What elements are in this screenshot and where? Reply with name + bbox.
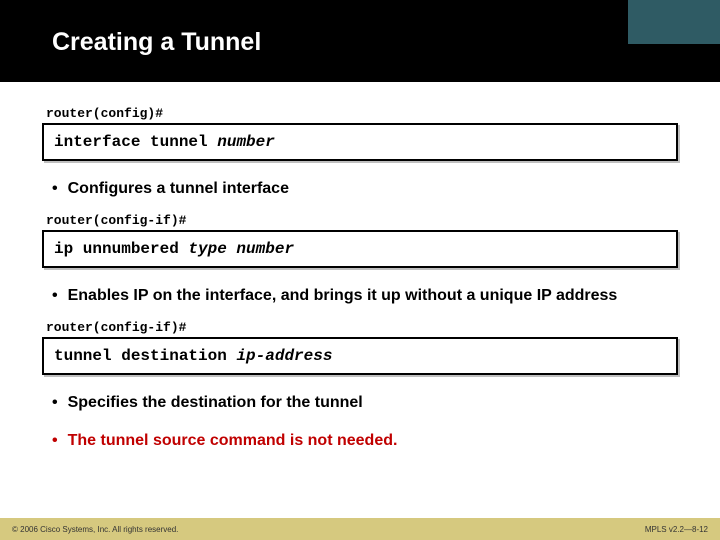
slide-content: router(config)# interface tunnel number … xyxy=(0,82,720,451)
header-accent xyxy=(628,0,720,44)
bullet-text: The tunnel source command is not needed. xyxy=(68,431,398,451)
bullet-item: • Enables IP on the interface, and bring… xyxy=(52,286,678,306)
command-text: ip unnumbered xyxy=(54,240,188,258)
bullet-text: Specifies the destination for the tunnel xyxy=(68,393,363,413)
cli-prompt: router(config)# xyxy=(42,106,678,121)
bullet-dot: • xyxy=(52,179,58,199)
bullet-item: • Configures a tunnel interface xyxy=(52,179,678,199)
footer-pageref: MPLS v2.2—8-12 xyxy=(645,525,708,534)
command-arg: number xyxy=(217,133,275,151)
command-arg: ip-address xyxy=(236,347,332,365)
command-box: ip unnumbered type number xyxy=(42,230,678,268)
command-box: interface tunnel number xyxy=(42,123,678,161)
footer-copyright: © 2006 Cisco Systems, Inc. All rights re… xyxy=(12,525,178,534)
bullet-dot: • xyxy=(52,286,58,306)
bullet-text: Enables IP on the interface, and brings … xyxy=(68,286,618,306)
command-box: tunnel destination ip-address xyxy=(42,337,678,375)
slide-footer: © 2006 Cisco Systems, Inc. All rights re… xyxy=(0,518,720,540)
slide-header: Creating a Tunnel xyxy=(0,0,720,82)
bullet-dot: • xyxy=(52,393,58,413)
command-text: interface tunnel xyxy=(54,133,217,151)
bullet-item-highlight: • The tunnel source command is not neede… xyxy=(52,431,678,451)
bullet-text: Configures a tunnel interface xyxy=(68,179,289,199)
bullet-dot: • xyxy=(52,431,58,451)
slide-title: Creating a Tunnel xyxy=(52,28,261,57)
cli-prompt: router(config-if)# xyxy=(42,213,678,228)
bullet-item: • Specifies the destination for the tunn… xyxy=(52,393,678,413)
command-arg: type number xyxy=(188,240,294,258)
cli-prompt: router(config-if)# xyxy=(42,320,678,335)
command-text: tunnel destination xyxy=(54,347,236,365)
